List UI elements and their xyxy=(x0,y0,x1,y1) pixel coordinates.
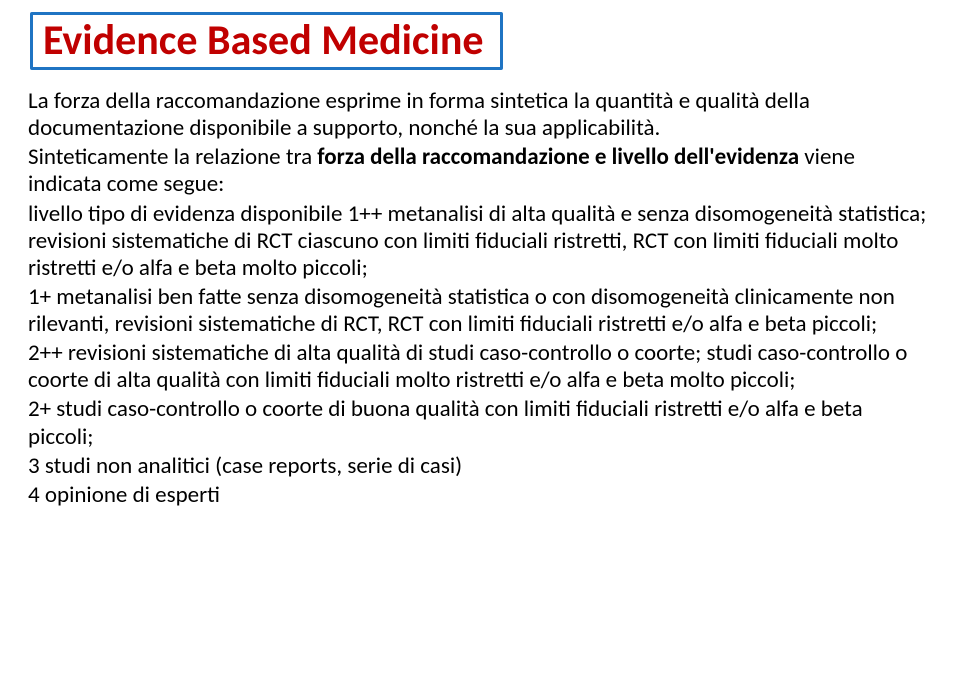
slide-title: Evidence Based Medicine xyxy=(43,15,484,66)
intro-paragraph-2: Sinteticamente la relazione tra forza de… xyxy=(28,144,932,198)
level-2p: 2+ studi caso-controllo o coorte di buon… xyxy=(28,396,932,450)
intro-paragraph-1: La forza della raccomandazione esprime i… xyxy=(28,88,932,142)
level-3: 3 studi non analitici (case reports, ser… xyxy=(28,453,932,480)
intro-2-bold: forza della raccomandazione e livello de… xyxy=(317,143,799,171)
level-1pp: livello tipo di evidenza disponibile 1++… xyxy=(28,201,932,282)
level-1p: 1+ metanalisi ben fatte senza disomogene… xyxy=(28,284,932,338)
intro-2a: Sinteticamente la relazione tra xyxy=(28,143,317,171)
level-2pp: 2++ revisioni sistematiche di alta quali… xyxy=(28,340,932,394)
title-box: Evidence Based Medicine xyxy=(30,12,503,70)
slide: Evidence Based Medicine La forza della r… xyxy=(0,0,960,675)
body-text: La forza della raccomandazione esprime i… xyxy=(28,88,932,509)
level-4: 4 opinione di esperti xyxy=(28,482,932,509)
